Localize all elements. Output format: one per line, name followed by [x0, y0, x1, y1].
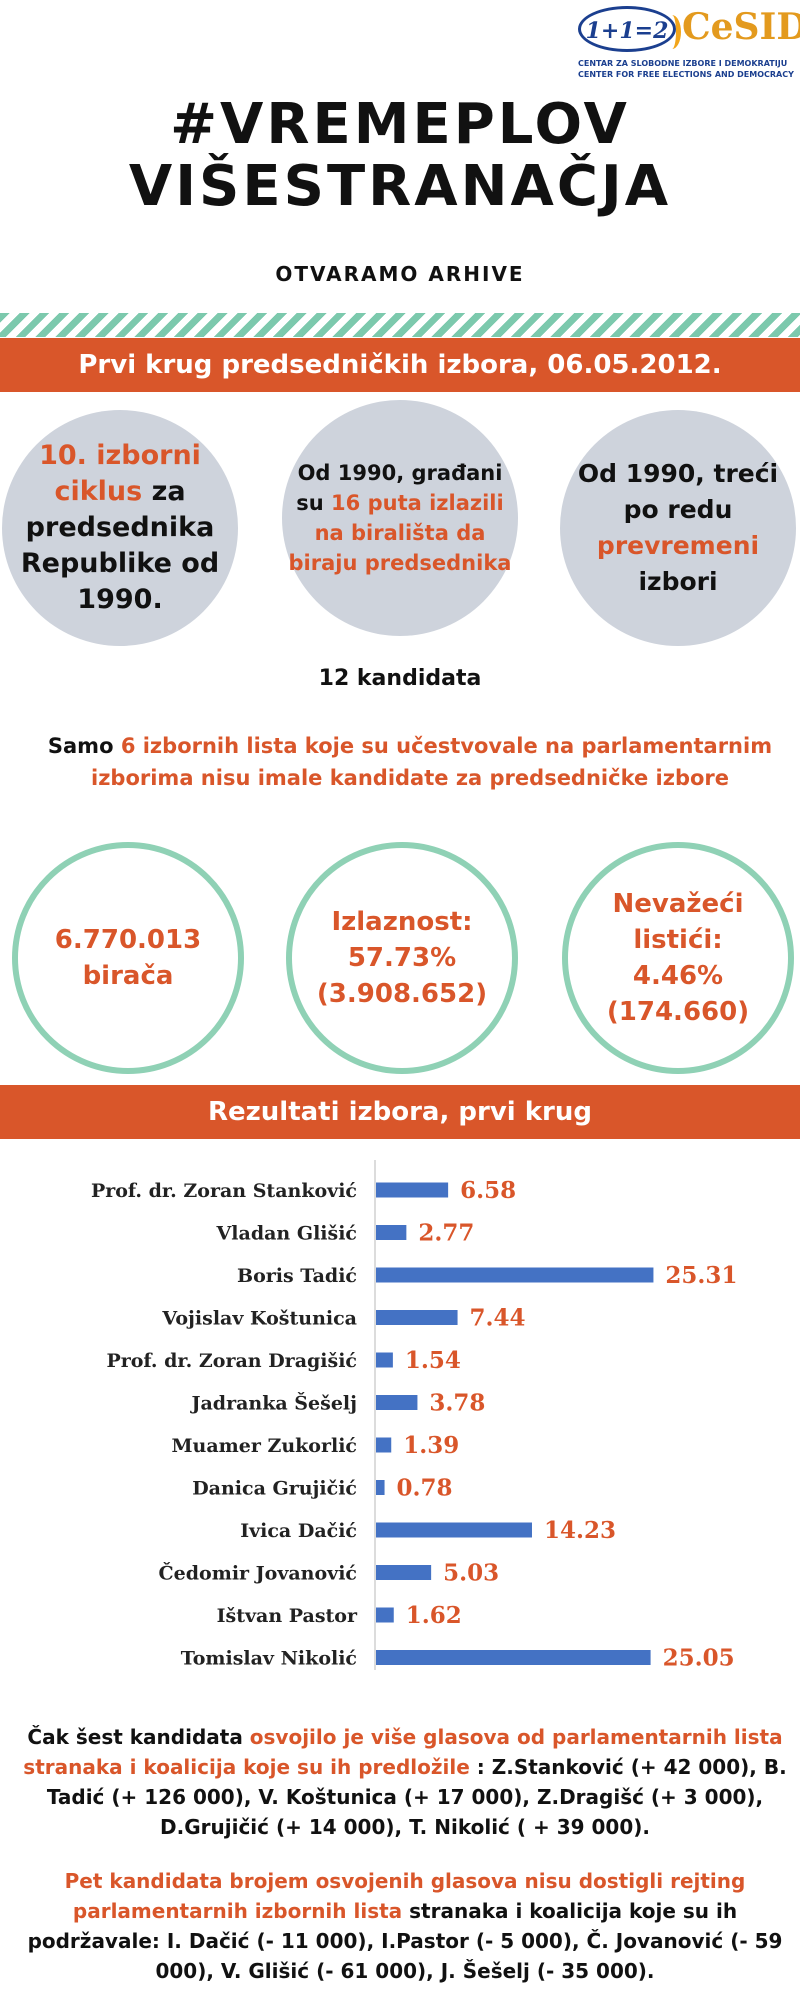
info-circle-text: 10. izborni ciklus za predsednika Republ…	[2, 438, 238, 618]
bar-value-label: 25.05	[663, 1645, 735, 1671]
paragraph-lost-votes: Pet kandidata brojem osvojenih glasova n…	[20, 1866, 790, 1986]
bar-category-label: Prof. dr. Zoran Stanković	[91, 1180, 357, 1202]
paragraph-body: : Z.Stanković (+ 42 000), B. Tadić (+ 12…	[46, 1755, 787, 1839]
logo-name: CeSID	[682, 6, 800, 48]
logo-subtitle-line1: CENTAR ZA SLOBODNE IZBORE I DEMOKRATIJU	[578, 59, 788, 68]
paragraph-lead: Čak šest kandidata	[27, 1725, 250, 1749]
bar-category-label: Jadranka Šešelj	[190, 1392, 358, 1415]
info-circle-body: Od 1990, treći po redu	[577, 459, 779, 524]
bar-category-label: Boris Tadić	[237, 1265, 357, 1287]
striped-divider	[0, 313, 800, 337]
stat-circle-turnout: Izlaznost: 57.73% (3.908.652)	[286, 842, 518, 1074]
bar	[376, 1437, 392, 1453]
stat-circle-line3: (174.660)	[606, 997, 750, 1027]
bar-category-label: Prof. dr. Zoran Dragišić	[106, 1350, 357, 1372]
bar-category-label: Ištvan Pastor	[217, 1605, 358, 1627]
logo-badge: 1+1=2	[578, 6, 681, 52]
stat-circle-line3: (3.908.652)	[316, 979, 488, 1009]
bar	[376, 1395, 418, 1410]
logo-badge-text: 1+1=2	[585, 18, 669, 44]
cesid-logo: 1+1=2 CeSID CENTAR ZA SLOBODNE IZBORE I …	[578, 2, 800, 88]
bar	[376, 1182, 449, 1198]
bar	[376, 1522, 532, 1538]
bar	[376, 1565, 432, 1580]
bar-value-label: 25.31	[665, 1262, 737, 1289]
info-circle-highlight: 10. izborni ciklus	[39, 440, 201, 507]
logo-badge-accent	[663, 15, 681, 49]
paragraph-highlight: Pet kandidata brojem osvojenih glasova n…	[64, 1869, 746, 1923]
paragraph-body: stranaka i koalicija koje su ih podržava…	[27, 1899, 783, 1983]
stat-circle-voters: 6.770.013 birača	[12, 842, 244, 1074]
paragraph-highlight: osvojilo je više glasova od parlamentarn…	[23, 1725, 783, 1779]
lists-note-highlight: 6 izbornih lista koje su učestvovale na …	[91, 734, 773, 790]
info-circle-body: Od 1990, građani su	[296, 461, 503, 515]
bar-category-label: Ivica Dačić	[240, 1520, 357, 1542]
page-title-line1: #VREMEPLOV	[170, 92, 630, 157]
info-circle-body: za predsednika Republike od 1990.	[20, 476, 220, 615]
bar-value-label: 3.78	[429, 1390, 485, 1417]
bar-category-label: Vojislav Koštunica	[161, 1308, 357, 1330]
logo-subtitle-line2: CENTER FOR FREE ELECTIONS AND DEMOCRACY	[578, 70, 794, 79]
stat-circle-line2: 57.73%	[347, 943, 457, 973]
stat-circle-line1: Izlaznost:	[331, 907, 473, 937]
lists-note: Samo 6 izbornih lista koje su učestvoval…	[20, 730, 800, 794]
bar-category-label: Čedomir Jovanović	[159, 1562, 357, 1585]
section-banner-first-round: Prvi krug predsedničkih izbora, 06.05.20…	[0, 338, 800, 392]
bar-category-label: Muamer Zukorlić	[171, 1435, 357, 1457]
bar-category-label: Danica Grujičić	[192, 1478, 357, 1500]
stat-circle-line1: 6.770.013	[54, 925, 202, 955]
bar-category-label: Vladan Glišić	[216, 1223, 357, 1245]
paragraph-gained-votes: Čak šest kandidata osvojilo je više glas…	[20, 1722, 790, 1842]
stat-circle-line2: birača	[82, 961, 174, 991]
page-subtitle: OTVARAMO ARHIVE	[275, 262, 525, 286]
bar	[376, 1607, 394, 1623]
page-title-line2: VIŠESTRANAČJA	[128, 154, 672, 219]
bar-value-label: 7.44	[470, 1305, 526, 1332]
bar-value-label: 1.39	[403, 1432, 459, 1459]
bar-category-label: Tomislav Nikolić	[181, 1648, 357, 1670]
bar	[376, 1267, 654, 1283]
info-circle-body-end: izbori	[638, 567, 718, 596]
stat-circle-invalid-ballots: Nevažeći listići: 4.46% (174.660)	[562, 842, 794, 1074]
info-circle-highlight: prevremeni	[596, 531, 760, 560]
candidates-count: 12 kandidata	[318, 666, 482, 691]
stat-circle-line2: 4.46%	[632, 961, 724, 991]
info-circle-election-cycle: 10. izborni ciklus za predsednika Republ…	[2, 410, 238, 646]
bar	[376, 1650, 651, 1665]
results-bar-chart: Prof. dr. Zoran Stanković 6.58 Vladan Gliš…	[91, 1160, 737, 1671]
bar-value-label: 6.58	[460, 1177, 516, 1204]
bar-value-label: 5.03	[443, 1560, 499, 1587]
info-circle-text: Od 1990, treći po redu prevremeni izbori	[560, 456, 796, 600]
info-circle-highlight: 16 puta izlazili na birališta da biraju …	[288, 491, 512, 575]
bar-value-label: 0.78	[397, 1475, 453, 1502]
info-circle-text: Od 1990, građani su 16 puta izlazili na …	[282, 458, 518, 578]
bar-value-label: 1.54	[405, 1347, 461, 1374]
bar-value-label: 1.62	[406, 1602, 462, 1629]
stat-circle-line1: Nevažeći listići:	[612, 889, 744, 955]
info-circle-times-voted: Od 1990, građani su 16 puta izlazili na …	[282, 400, 518, 636]
bar	[376, 1310, 458, 1325]
info-circle-early-elections: Od 1990, treći po redu prevremeni izbori	[560, 410, 796, 646]
section-banner-results: Rezultati izbora, prvi krug	[0, 1085, 800, 1139]
bar	[376, 1480, 385, 1495]
bar-value-label: 2.77	[418, 1220, 474, 1247]
bar	[376, 1225, 407, 1240]
logo-subtitle: CENTAR ZA SLOBODNE IZBORE I DEMOKRATIJU …	[578, 58, 800, 80]
bar	[376, 1352, 393, 1368]
lists-note-lead: Samo	[47, 734, 121, 758]
bar-value-label: 14.23	[544, 1517, 616, 1544]
